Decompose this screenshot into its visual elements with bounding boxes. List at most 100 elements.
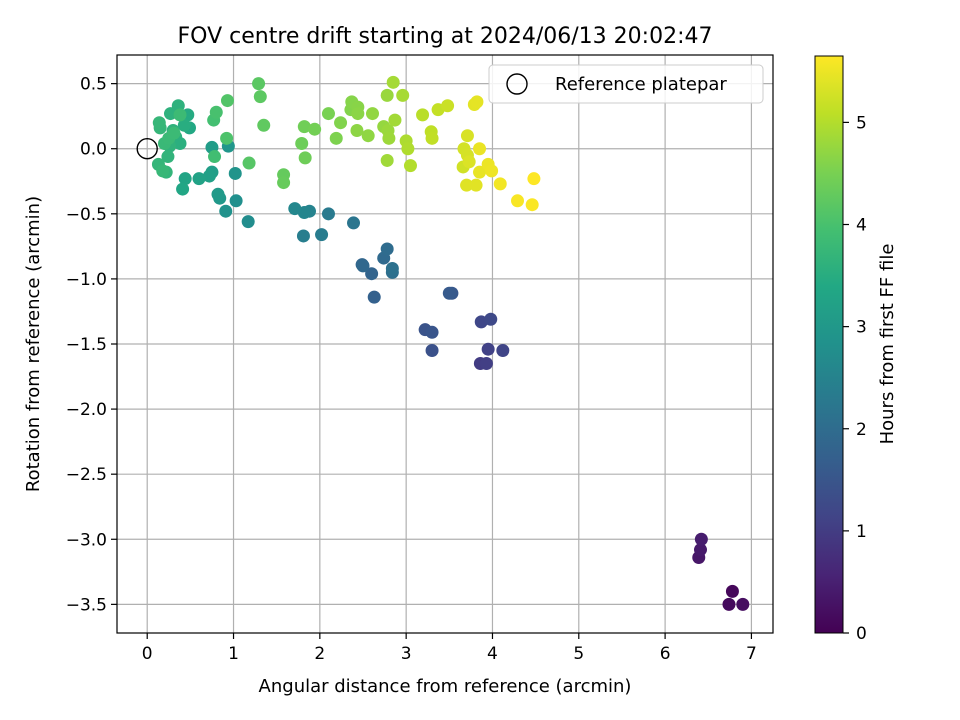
scatter-point — [296, 229, 310, 243]
scatter-point — [442, 286, 456, 300]
scatter-point — [470, 95, 484, 109]
scatter-point — [298, 151, 312, 165]
legend-label-reference: Reference platepar — [555, 74, 727, 95]
scatter-point — [241, 215, 255, 229]
scatter-point — [277, 176, 291, 190]
scatter-point — [722, 597, 736, 611]
x-tick-label: 5 — [573, 644, 584, 664]
scatter-point — [356, 259, 370, 273]
scatter-point — [208, 150, 222, 164]
scatter-point — [388, 113, 402, 127]
scatter-point — [473, 142, 487, 156]
scatter-point — [484, 312, 498, 326]
y-tick-label: −1.5 — [66, 335, 107, 355]
scatter-point — [173, 108, 187, 122]
colorbar-ticks: 0 1 2 3 4 5 — [843, 113, 867, 644]
y-tick-label: −1.0 — [66, 270, 107, 290]
scatter-point — [425, 325, 439, 339]
scatter-point — [385, 261, 399, 275]
colorbar-tick-label: 4 — [856, 216, 867, 236]
scatter-points — [151, 75, 750, 611]
colorbar-gradient — [814, 55, 844, 634]
scatter-point — [460, 129, 474, 143]
scatter-point — [401, 142, 415, 156]
colorbar-label: Hours from first FF file — [877, 244, 898, 445]
x-tick-label: 6 — [660, 644, 671, 664]
y-tick-label: −2.0 — [66, 400, 107, 420]
scatter-point — [416, 108, 430, 122]
scatter-point — [382, 131, 396, 145]
scatter-point — [365, 267, 379, 281]
x-tick-label: 2 — [314, 644, 325, 664]
scatter-point — [367, 290, 381, 304]
scatter-point — [485, 164, 499, 178]
colorbar-tick-label: 3 — [856, 318, 867, 338]
scatter-point — [242, 156, 256, 170]
scatter-point — [178, 172, 192, 186]
scatter-point — [219, 204, 233, 218]
scatter-point — [295, 137, 309, 151]
scatter-point — [308, 122, 322, 136]
y-tick-label: −3.0 — [66, 530, 107, 550]
scatter-point — [202, 169, 216, 183]
y-tick-label: −2.5 — [66, 465, 107, 485]
scatter-point — [460, 178, 474, 192]
scatter-point — [493, 177, 507, 191]
x-axis-ticks: 0 1 2 3 4 5 6 7 — [142, 633, 757, 664]
scatter-point — [441, 99, 455, 113]
scatter-point — [380, 153, 394, 167]
colorbar: 0 1 2 3 4 5 Hours from first FF file — [814, 55, 898, 644]
y-tick-label: 0.0 — [80, 140, 107, 160]
scatter-point — [511, 194, 525, 208]
x-tick-label: 4 — [487, 644, 498, 664]
scatter-point — [403, 159, 417, 173]
scatter-point — [211, 187, 225, 201]
scatter-point — [380, 88, 394, 102]
y-axis-label: Rotation from reference (arcmin) — [23, 196, 44, 492]
chart-title: FOV centre drift starting at 2024/06/13 … — [178, 24, 713, 49]
scatter-point — [525, 198, 539, 212]
plot-area: 0 1 2 3 4 5 6 7 0.5 0.0 −0.5 −1.0 −1.5 −2.0 −2.5 −3.0 −… — [66, 54, 774, 664]
scatter-point — [167, 126, 181, 140]
scatter-point — [192, 172, 206, 186]
scatter-point — [361, 129, 375, 143]
x-tick-label: 1 — [228, 644, 239, 664]
scatter-point — [177, 118, 191, 132]
scatter-point — [176, 182, 190, 196]
scatter-point — [220, 131, 234, 145]
scatter-point — [351, 107, 365, 121]
scatter-point — [297, 120, 311, 134]
scatter-point — [321, 207, 335, 221]
scatter-point — [229, 194, 243, 208]
scatter-point — [462, 155, 476, 169]
y-axis-ticks: 0.5 0.0 −0.5 −1.0 −1.5 −2.0 −2.5 −3.0 −3.5 — [66, 75, 117, 615]
colorbar-tick-label: 0 — [856, 624, 867, 644]
legend-marker-reference — [506, 73, 528, 95]
scatter-point — [329, 131, 343, 145]
scatter-point — [257, 118, 271, 132]
scatter-point — [321, 107, 335, 121]
scatter-point — [334, 116, 348, 130]
scatter-point — [469, 178, 483, 192]
colorbar-tick-label: 5 — [856, 113, 867, 133]
scatter-point — [425, 344, 439, 358]
scatter-point — [152, 116, 166, 130]
y-tick-label: 0.5 — [80, 75, 107, 95]
x-tick-label: 7 — [746, 644, 757, 664]
x-axis-label: Angular distance from reference (arcmin) — [259, 676, 632, 697]
scatter-point — [365, 107, 379, 121]
y-tick-label: −0.5 — [66, 205, 107, 225]
colorbar-tick-label: 2 — [856, 420, 867, 440]
scatter-point — [736, 597, 750, 611]
scatter-point — [220, 94, 234, 108]
scatter-point — [380, 242, 394, 256]
scatter-point — [396, 88, 410, 102]
scatter-point — [253, 90, 267, 104]
legend: Reference platepar — [488, 64, 764, 104]
scatter-point — [725, 584, 739, 598]
scatter-point — [288, 202, 302, 216]
scatter-point — [252, 77, 266, 91]
scatter-point — [527, 172, 541, 186]
reference-marker — [136, 138, 158, 160]
